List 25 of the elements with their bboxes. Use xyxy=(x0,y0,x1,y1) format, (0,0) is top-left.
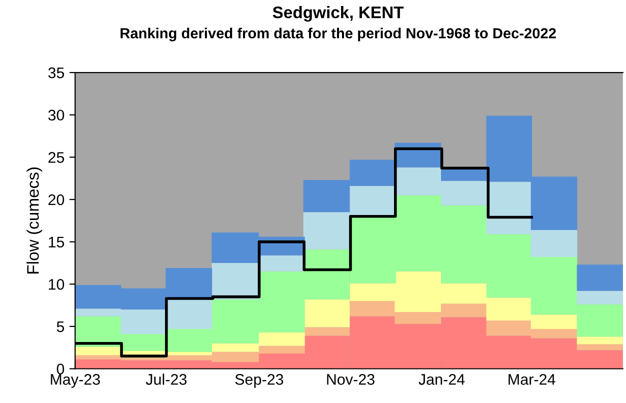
x-tick-label: Jan-24 xyxy=(418,374,465,385)
chart-subtitle: Ranking derived from data for the period Nov-1968 to Dec-2022 xyxy=(120,28,556,42)
y-tick-label: 5 xyxy=(56,321,64,332)
y-tick-label: 15 xyxy=(48,236,64,248)
x-tick-label: May-23 xyxy=(50,374,100,388)
bar xyxy=(576,290,623,304)
y-tick-label: 25 xyxy=(48,152,64,163)
x-tick-label: Jul-23 xyxy=(146,374,187,385)
y-tick-label: 10 xyxy=(48,278,64,290)
bar xyxy=(212,262,259,300)
y-tick-label: 20 xyxy=(48,194,64,206)
x-tick-label: Nov-23 xyxy=(327,374,374,385)
y-tick-label: 30 xyxy=(48,110,64,121)
bar xyxy=(75,346,122,356)
bar xyxy=(576,264,623,291)
y-tick-label: 35 xyxy=(48,67,64,78)
bar xyxy=(576,336,623,344)
x-tick-label: Mar-24 xyxy=(508,374,556,385)
x-tick-label: Sep-23 xyxy=(235,374,284,388)
bar xyxy=(303,327,350,336)
bar xyxy=(576,344,623,350)
y-tick-label: 0 xyxy=(56,364,64,374)
y-axis-title: Flow (cumecs) xyxy=(26,168,42,274)
chart-title: Sedgwick, KENT xyxy=(272,6,404,22)
bar xyxy=(166,298,212,329)
